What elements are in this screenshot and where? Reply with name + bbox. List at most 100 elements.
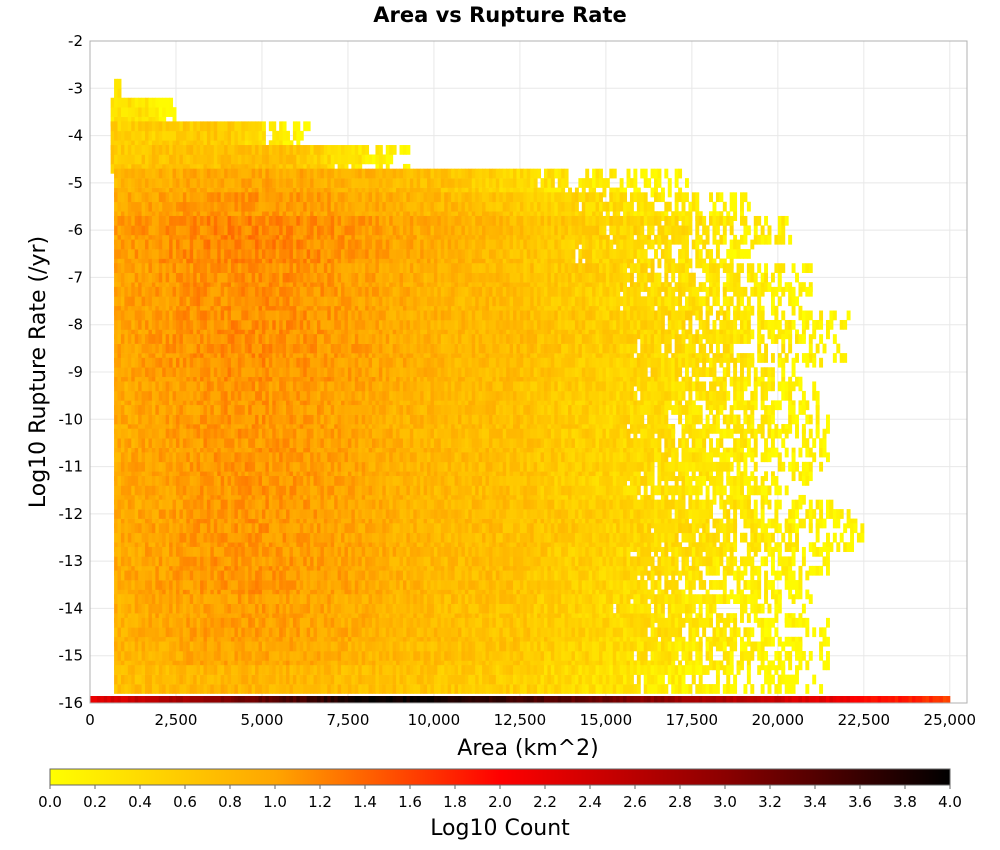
heatmap-cell	[712, 334, 716, 344]
heatmap-cell	[647, 202, 651, 212]
heatmap-cell	[430, 344, 434, 354]
heatmap-cell	[554, 240, 558, 250]
heatmap-cell	[510, 240, 514, 250]
heatmap-cell	[606, 320, 610, 330]
heatmap-cell	[355, 320, 359, 330]
heatmap-cell	[128, 145, 132, 155]
heatmap-cell	[441, 334, 445, 344]
heatmap-cell	[688, 287, 692, 297]
heatmap-cell	[128, 273, 132, 283]
heatmap-cell	[289, 367, 293, 377]
heatmap-cell	[651, 225, 655, 235]
heatmap-cell	[314, 287, 318, 297]
heatmap-cell	[166, 178, 170, 188]
heatmap-cell	[592, 344, 596, 354]
heatmap-cell	[706, 353, 710, 363]
heatmap-cell	[492, 225, 496, 235]
heatmap-cell	[142, 367, 146, 377]
heatmap-cell	[823, 344, 827, 354]
heatmap-cell	[424, 320, 428, 330]
heatmap-cell	[424, 216, 428, 226]
heatmap-cell	[527, 311, 531, 321]
heatmap-cell	[609, 311, 613, 321]
heatmap-cell	[554, 192, 558, 202]
heatmap-cell	[465, 178, 469, 188]
heatmap-cell	[596, 240, 600, 250]
heatmap-cell	[224, 334, 228, 344]
heatmap-cell	[393, 178, 397, 188]
heatmap-cell	[430, 216, 434, 226]
heatmap-cell	[238, 131, 242, 141]
heatmap-cell	[369, 296, 373, 306]
heatmap-cell	[389, 145, 393, 155]
heatmap-cell	[276, 273, 280, 283]
heatmap-cell	[571, 216, 575, 226]
heatmap-cell	[159, 311, 163, 321]
heatmap-cell	[286, 296, 290, 306]
heatmap-cell	[303, 169, 307, 179]
heatmap-cell	[585, 216, 589, 226]
heatmap-cell	[589, 296, 593, 306]
heatmap-cell	[307, 334, 311, 344]
heatmap-cell	[217, 344, 221, 354]
heatmap-cell	[303, 121, 307, 131]
heatmap-cell	[699, 296, 703, 306]
heatmap-cell	[231, 311, 235, 321]
heatmap-cell	[221, 145, 225, 155]
heatmap-cell	[730, 282, 734, 292]
heatmap-cell	[743, 192, 747, 202]
heatmap-cell	[114, 107, 118, 117]
heatmap-cell	[183, 192, 187, 202]
heatmap-cell	[334, 202, 338, 212]
heatmap-cell	[537, 296, 541, 306]
heatmap-cell	[210, 334, 214, 344]
heatmap-cell	[348, 202, 352, 212]
heatmap-cell	[300, 367, 304, 377]
heatmap-cell	[142, 107, 146, 117]
heatmap-cell	[427, 192, 431, 202]
heatmap-cell	[578, 263, 582, 273]
heatmap-cell	[124, 192, 128, 202]
heatmap-cell	[668, 320, 672, 330]
heatmap-cell	[345, 296, 349, 306]
heatmap-cell	[217, 121, 221, 131]
heatmap-cell	[627, 225, 631, 235]
heatmap-cell	[472, 169, 476, 179]
heatmap-cell	[802, 282, 806, 292]
heatmap-cell	[314, 344, 318, 354]
heatmap-cell	[486, 263, 490, 273]
heatmap-cell	[461, 287, 465, 297]
heatmap-cell	[537, 240, 541, 250]
heatmap-cell	[272, 334, 276, 344]
heatmap-cell	[186, 225, 190, 235]
heatmap-cell	[300, 169, 304, 179]
heatmap-cell	[252, 202, 256, 212]
heatmap-cell	[152, 287, 156, 297]
heatmap-cell	[534, 202, 538, 212]
heatmap-cell	[616, 320, 620, 330]
heatmap-cell	[489, 169, 493, 179]
heatmap-cell	[331, 145, 335, 155]
heatmap-cell	[461, 273, 465, 283]
heatmap-cell	[430, 249, 434, 259]
heatmap-cell	[547, 334, 551, 344]
heatmap-cell	[248, 145, 252, 155]
heatmap-cell	[372, 273, 376, 283]
heatmap-cell	[283, 145, 287, 155]
heatmap-cell	[468, 344, 472, 354]
heatmap-cell	[520, 320, 524, 330]
heatmap-cell	[217, 287, 221, 297]
heatmap-cell	[338, 240, 342, 250]
heatmap-cell	[348, 344, 352, 354]
heatmap-cell	[444, 296, 448, 306]
heatmap-cell	[413, 311, 417, 321]
heatmap-cell	[547, 178, 551, 188]
heatmap-cell	[296, 287, 300, 297]
heatmap-cell	[448, 249, 452, 259]
heatmap-cell	[578, 249, 582, 259]
heatmap-cell	[207, 240, 211, 250]
heatmap-cell	[520, 296, 524, 306]
heatmap-cell	[327, 169, 331, 179]
heatmap-cell	[530, 240, 534, 250]
heatmap-cell	[252, 296, 256, 306]
